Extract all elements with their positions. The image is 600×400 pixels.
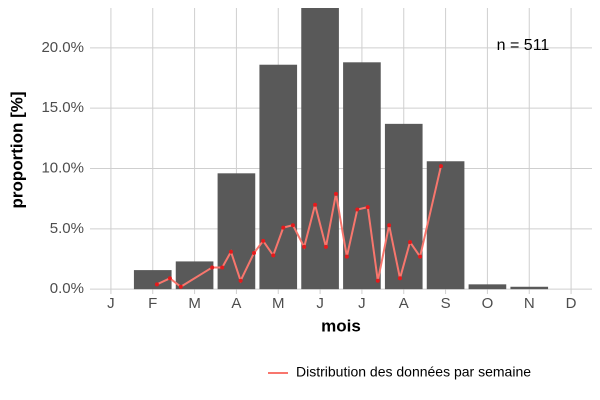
line-layer — [154, 164, 443, 289]
bar — [217, 173, 256, 290]
x-tick-label: M — [188, 295, 201, 312]
y-tick-label: 5.0% — [50, 220, 84, 237]
x-tick-label: O — [482, 295, 494, 312]
bar — [301, 8, 339, 290]
weekly-point — [355, 207, 360, 212]
weekly-point — [323, 244, 328, 249]
y-axis-title: proportion [%] — [7, 91, 26, 208]
weekly-point — [344, 254, 349, 259]
bar — [175, 261, 214, 290]
weekly-point — [228, 249, 233, 254]
weekly-point — [365, 205, 370, 210]
weekly-point — [302, 244, 307, 249]
x-tick-label: F — [148, 295, 157, 312]
bar — [259, 64, 298, 290]
x-tick-label: A — [399, 295, 409, 312]
x-axis-title: mois — [321, 316, 361, 335]
x-tick-label: J — [358, 295, 366, 312]
annotation: n = 511 — [497, 37, 550, 54]
bar — [426, 161, 465, 290]
y-tick-label: 15.0% — [41, 99, 84, 116]
weekly-point — [375, 278, 380, 283]
weekly-point — [167, 276, 172, 281]
y-tick-label: 20.0% — [41, 39, 84, 56]
weekly-point — [220, 265, 225, 270]
weekly-point — [251, 250, 256, 255]
y-tick-label: 0.0% — [50, 280, 84, 297]
weekly-point — [178, 284, 183, 289]
weekly-point — [271, 253, 276, 258]
x-tick-label: S — [441, 295, 451, 312]
x-tick-label: A — [231, 295, 241, 312]
bar — [468, 284, 507, 290]
bars — [133, 8, 549, 290]
x-tick-label: D — [566, 295, 577, 312]
y-tick-label: 10.0% — [41, 159, 84, 176]
weekly-point — [387, 223, 392, 228]
weekly-point — [281, 225, 286, 230]
weekly-point — [418, 254, 423, 259]
x-tick-label: J — [107, 295, 115, 312]
weekly-point — [238, 278, 243, 283]
weekly-point — [154, 282, 159, 287]
x-tick-label: M — [272, 295, 285, 312]
weekly-point — [261, 238, 266, 243]
legend-label: Distribution des données par semaine — [296, 364, 531, 380]
bar — [133, 270, 172, 290]
weekly-point — [290, 223, 295, 228]
x-tick-label: N — [524, 295, 535, 312]
x-tick-label: J — [316, 295, 324, 312]
weekly-point — [210, 265, 215, 270]
bar — [510, 286, 549, 290]
weekly-point — [408, 240, 413, 245]
weekly-point — [313, 202, 318, 207]
weekly-point — [397, 276, 402, 281]
weekly-point — [333, 191, 338, 196]
labels: 0.0% 5.0% 10.0% 15.0% 20.0% J F M A M J J A S O N D — [41, 39, 576, 312]
weekly-point — [438, 164, 443, 169]
